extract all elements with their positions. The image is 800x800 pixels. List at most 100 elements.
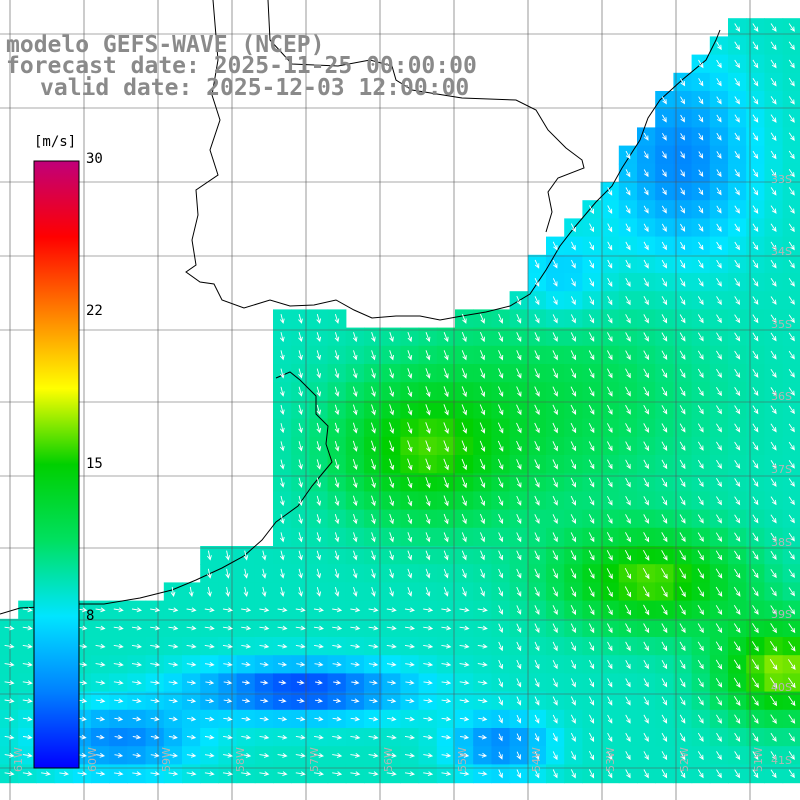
wind-arrow xyxy=(368,753,379,758)
wind-arrow xyxy=(770,350,777,360)
wind-arrow xyxy=(770,387,777,397)
wind-arrow xyxy=(95,698,106,704)
longitude-label: 56W xyxy=(382,747,395,772)
wind-arrow xyxy=(697,641,704,652)
wind-arrow xyxy=(788,405,795,415)
wind-arrow xyxy=(788,259,795,269)
wind-arrow xyxy=(334,386,340,397)
wind-arrow xyxy=(113,643,124,649)
wind-arrow xyxy=(716,714,722,724)
speed-cell xyxy=(782,36,800,56)
wind-arrow xyxy=(389,477,395,489)
wind-arrow xyxy=(734,132,740,141)
wind-arrow xyxy=(788,205,795,214)
wind-arrow xyxy=(734,96,740,105)
wind-arrow xyxy=(625,751,631,761)
wind-arrow xyxy=(734,77,740,87)
wind-arrow xyxy=(715,677,723,688)
wind-arrow xyxy=(534,696,540,706)
wind-arrow xyxy=(534,278,540,287)
wind-arrow xyxy=(752,695,759,707)
wind-arrow xyxy=(769,641,778,652)
wind-arrow xyxy=(661,604,668,616)
wind-arrow xyxy=(389,568,394,579)
speed-cell xyxy=(782,273,800,292)
wind-arrow xyxy=(498,495,504,507)
wind-arrow xyxy=(661,751,668,761)
wind-arrow xyxy=(425,476,431,489)
wind-arrow xyxy=(607,514,613,524)
wind-arrow xyxy=(770,751,777,761)
wind-arrow xyxy=(589,241,594,251)
wind-arrow xyxy=(588,386,595,397)
wind-arrow xyxy=(516,568,522,579)
wind-arrow xyxy=(404,643,415,649)
wind-arrow xyxy=(168,625,179,631)
wind-arrow xyxy=(588,623,595,634)
wind-arrow xyxy=(698,205,704,214)
wind-arrow xyxy=(298,350,303,361)
wind-arrow xyxy=(498,641,504,652)
wind-arrow xyxy=(788,550,795,560)
wind-arrow xyxy=(679,714,686,724)
wind-arrow xyxy=(443,422,449,434)
wind-arrow xyxy=(497,477,504,489)
wind-arrow xyxy=(387,698,397,704)
wind-arrow xyxy=(334,495,340,507)
wind-arrow xyxy=(625,714,631,724)
speed-cell xyxy=(782,418,800,438)
wind-arrow xyxy=(679,604,686,616)
wind-arrow xyxy=(770,41,777,51)
wind-arrow xyxy=(697,332,704,342)
wind-arrow xyxy=(788,223,795,233)
wind-arrow xyxy=(788,23,795,32)
wind-arrow xyxy=(423,643,434,649)
wind-arrow xyxy=(679,623,686,634)
wind-arrow xyxy=(423,753,434,758)
wind-arrow xyxy=(589,296,594,306)
wind-arrow xyxy=(788,659,796,671)
wind-arrow xyxy=(607,350,613,361)
wind-arrow xyxy=(498,550,504,561)
wind-arrow xyxy=(315,680,323,685)
wind-arrow xyxy=(588,550,595,561)
wind-arrow xyxy=(298,332,303,343)
wind-arrow xyxy=(241,771,252,777)
wind-arrow xyxy=(643,223,649,233)
wind-arrow xyxy=(386,662,397,667)
wind-arrow xyxy=(316,550,322,561)
speed-cell xyxy=(782,473,800,492)
wind-arrow xyxy=(788,423,795,433)
wind-arrow xyxy=(679,423,686,433)
wind-arrow xyxy=(662,114,667,123)
speed-cell xyxy=(782,509,800,529)
wind-arrow xyxy=(334,368,340,379)
wind-arrow xyxy=(425,513,431,525)
wind-arrow xyxy=(607,241,613,251)
wind-arrow xyxy=(625,477,631,488)
wind-arrow xyxy=(697,459,704,469)
wind-arrow xyxy=(371,568,376,579)
wind-arrow xyxy=(443,332,449,343)
wind-arrow xyxy=(350,607,361,613)
wind-arrow xyxy=(752,223,759,233)
wind-arrow xyxy=(788,732,795,742)
wind-arrow xyxy=(298,477,303,488)
wind-arrow xyxy=(443,368,449,379)
wind-arrow xyxy=(534,659,540,670)
wind-arrow xyxy=(204,734,215,740)
wind-arrow xyxy=(498,568,504,579)
wind-arrow xyxy=(389,495,395,507)
wind-arrow xyxy=(661,241,667,251)
wind-arrow xyxy=(788,514,795,524)
wind-arrow xyxy=(788,751,795,761)
speed-cell xyxy=(782,18,800,37)
wind-arrow xyxy=(350,753,361,758)
wind-arrow xyxy=(734,187,740,196)
wind-arrow xyxy=(625,223,631,233)
wind-arrow xyxy=(588,441,595,452)
wind-arrow xyxy=(679,386,686,397)
wind-arrow xyxy=(389,550,394,561)
wind-arrow xyxy=(298,550,303,561)
wind-arrow xyxy=(697,732,704,742)
